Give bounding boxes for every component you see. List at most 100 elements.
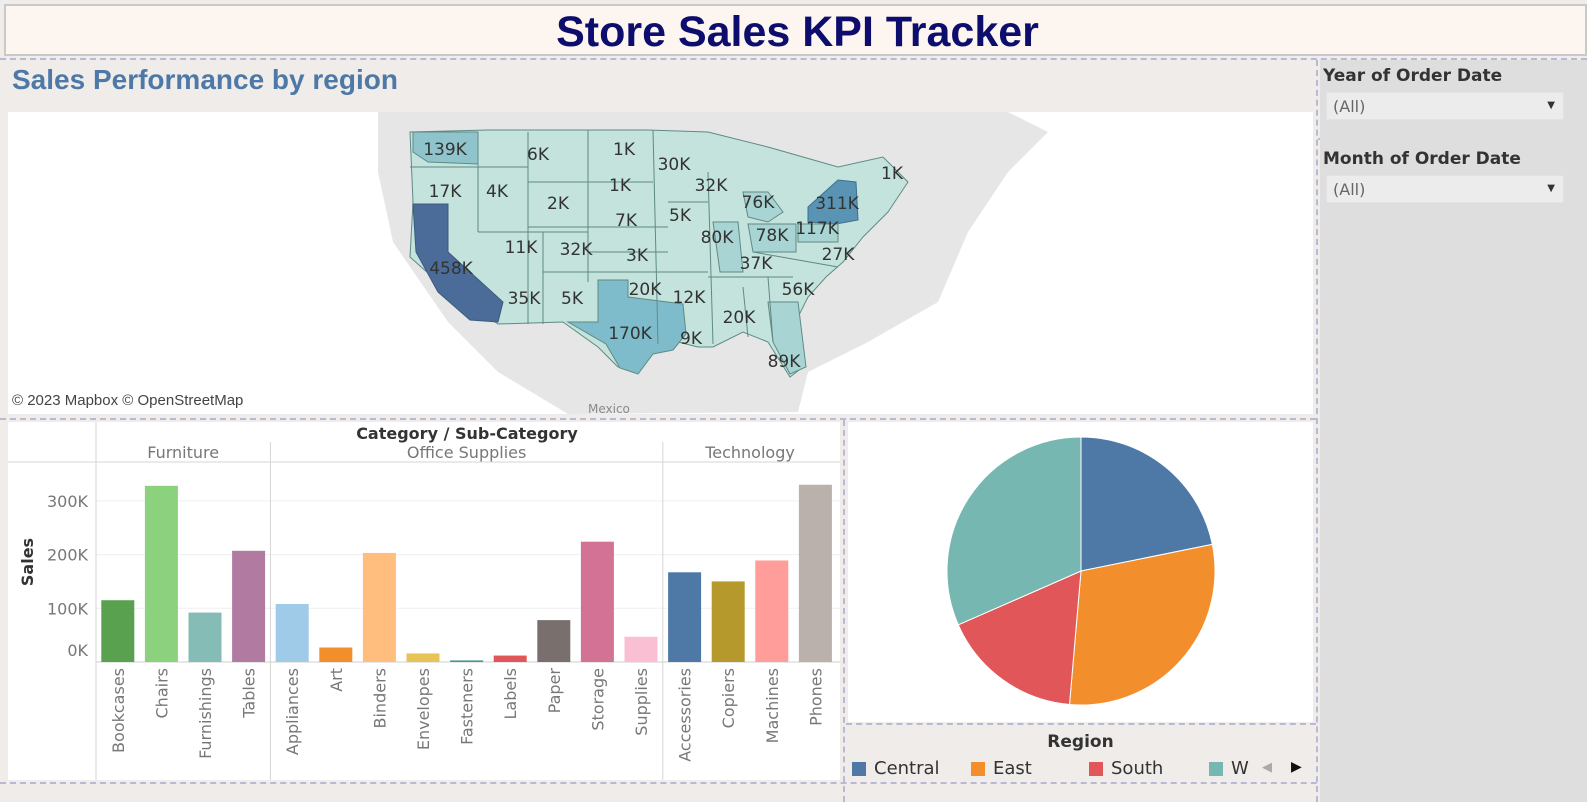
bar[interactable] bbox=[362, 552, 396, 662]
bar[interactable] bbox=[537, 620, 571, 662]
category-header: Office Supplies bbox=[407, 443, 526, 462]
state-borders bbox=[410, 129, 839, 345]
state-value-label: 32K bbox=[694, 176, 728, 196]
bar[interactable] bbox=[144, 485, 178, 662]
divider bbox=[843, 420, 845, 802]
divider bbox=[0, 58, 1587, 60]
state-value-label: 80K bbox=[700, 228, 734, 248]
bar[interactable] bbox=[232, 550, 266, 662]
state-value-label: 3K bbox=[626, 246, 648, 266]
bar[interactable] bbox=[450, 660, 484, 662]
dropdown-arrow-icon: ▼ bbox=[1547, 183, 1555, 194]
state-value-label: 78K bbox=[755, 226, 789, 246]
filter-year-value: (All) bbox=[1333, 97, 1366, 116]
state-michigan[interactable] bbox=[742, 191, 784, 223]
state-value-label: 32K bbox=[559, 240, 593, 260]
bar[interactable] bbox=[275, 603, 309, 662]
filter-month-select[interactable]: (All) ▼ bbox=[1326, 175, 1564, 203]
state-value-label: 76K bbox=[741, 193, 775, 213]
filter-year-select[interactable]: (All) ▼ bbox=[1326, 92, 1564, 120]
bar[interactable] bbox=[755, 560, 789, 662]
legend-swatch bbox=[971, 761, 985, 776]
section-title: Sales Performance by region bbox=[12, 64, 398, 95]
bar[interactable] bbox=[493, 655, 527, 662]
map-credit[interactable]: © 2023 Mapbox © OpenStreetMap bbox=[12, 392, 244, 409]
legend-swatch bbox=[1089, 761, 1103, 776]
sales-bar-chart[interactable]: Category / Sub-Category Sales 0K 100K 200K 30… bbox=[8, 422, 840, 780]
y-tick-label: 100K bbox=[47, 599, 89, 618]
bar[interactable] bbox=[798, 484, 832, 662]
x-tick-label: Bookcases bbox=[109, 668, 128, 753]
map-canvas[interactable] bbox=[8, 112, 1313, 414]
bar[interactable] bbox=[580, 541, 614, 662]
category-header: Technology bbox=[704, 443, 795, 462]
x-tick-label: Phones bbox=[806, 668, 825, 726]
legend-item-east[interactable]: East bbox=[971, 758, 1032, 779]
x-tick-label: Copiers bbox=[719, 668, 738, 728]
x-tick-label: Machines bbox=[763, 668, 782, 743]
legend-label: Central bbox=[874, 758, 940, 779]
bar-chart-canvas[interactable]: Category / Sub-Category Sales 0K 100K 200K 30… bbox=[8, 422, 840, 780]
state-value-label: 89K bbox=[767, 352, 801, 372]
x-tick-label: Fasteners bbox=[458, 668, 477, 745]
state-value-label: 5K bbox=[669, 206, 691, 226]
bar[interactable] bbox=[101, 600, 135, 662]
state-value-label: 7K bbox=[615, 211, 637, 231]
pie-chart-canvas[interactable] bbox=[848, 422, 1313, 722]
state-washington[interactable] bbox=[412, 131, 479, 165]
y-tick-label: 200K bbox=[47, 546, 89, 565]
title-bar: Store Sales KPI Tracker bbox=[4, 4, 1587, 56]
legend-title: Region bbox=[1047, 732, 1114, 752]
state-california[interactable] bbox=[412, 203, 504, 323]
state-value-label: 1K bbox=[609, 176, 631, 196]
x-tick-label: Accessories bbox=[676, 668, 695, 762]
state-pennsylvania[interactable] bbox=[797, 223, 839, 243]
dropdown-arrow-icon: ▼ bbox=[1547, 100, 1555, 111]
bar[interactable] bbox=[406, 653, 440, 662]
y-axis-label: Sales bbox=[18, 538, 37, 586]
x-tick-label: Storage bbox=[588, 668, 607, 731]
state-illinois[interactable] bbox=[712, 221, 744, 273]
bar[interactable] bbox=[711, 581, 745, 662]
legend-item-south[interactable]: South bbox=[1089, 758, 1163, 779]
legend-next-icon[interactable]: ▶ bbox=[1291, 759, 1302, 775]
pie-slice[interactable] bbox=[1068, 543, 1216, 706]
divider bbox=[1316, 60, 1318, 802]
region-pie-chart[interactable] bbox=[848, 422, 1313, 722]
bar[interactable] bbox=[668, 572, 702, 662]
legend-item-west[interactable]: W bbox=[1209, 758, 1249, 779]
state-value-label: 1K bbox=[613, 140, 635, 160]
state-value-label: 117K bbox=[795, 219, 839, 239]
state-value-label: 17K bbox=[428, 182, 462, 202]
state-value-label: 30K bbox=[657, 155, 691, 175]
state-value-label: 458K bbox=[429, 259, 473, 279]
state-ohio[interactable] bbox=[747, 223, 797, 253]
category-header: Furniture bbox=[147, 443, 219, 462]
pie-slice[interactable] bbox=[1080, 436, 1213, 572]
legend-item-central[interactable]: Central bbox=[852, 758, 940, 779]
state-texas[interactable] bbox=[566, 279, 687, 375]
state-value-label: 1K bbox=[881, 164, 903, 184]
x-tick-label: Tables bbox=[240, 668, 259, 719]
map-country-label: Mexico bbox=[588, 402, 630, 414]
region-legend: Region Central East South W ◀ ▶ bbox=[848, 726, 1313, 782]
legend-label: East bbox=[993, 758, 1032, 779]
bar[interactable] bbox=[188, 612, 222, 662]
y-tick-label: 300K bbox=[47, 492, 89, 511]
filter-month-label: Month of Order Date bbox=[1323, 149, 1521, 169]
legend-prev-icon[interactable]: ◀ bbox=[1262, 760, 1272, 775]
state-value-label: 170K bbox=[608, 324, 652, 344]
state-value-label: 6K bbox=[527, 145, 549, 165]
bar[interactable] bbox=[319, 647, 353, 662]
legend-swatch bbox=[852, 761, 866, 776]
state-value-label: 311K bbox=[815, 194, 859, 214]
legend-swatch bbox=[1209, 761, 1223, 776]
bar[interactable] bbox=[624, 636, 658, 662]
legend-label: W bbox=[1231, 758, 1249, 779]
x-tick-label: Paper bbox=[545, 668, 564, 714]
state-new-york[interactable] bbox=[807, 179, 859, 225]
pie-slice[interactable] bbox=[957, 570, 1082, 706]
us-sales-map[interactable]: 139K 6K 1K 30K 1K 17K 4K 1K 32K 2K 76K 7… bbox=[8, 112, 1313, 414]
pie-slice[interactable] bbox=[946, 436, 1082, 626]
divider bbox=[0, 418, 1316, 420]
